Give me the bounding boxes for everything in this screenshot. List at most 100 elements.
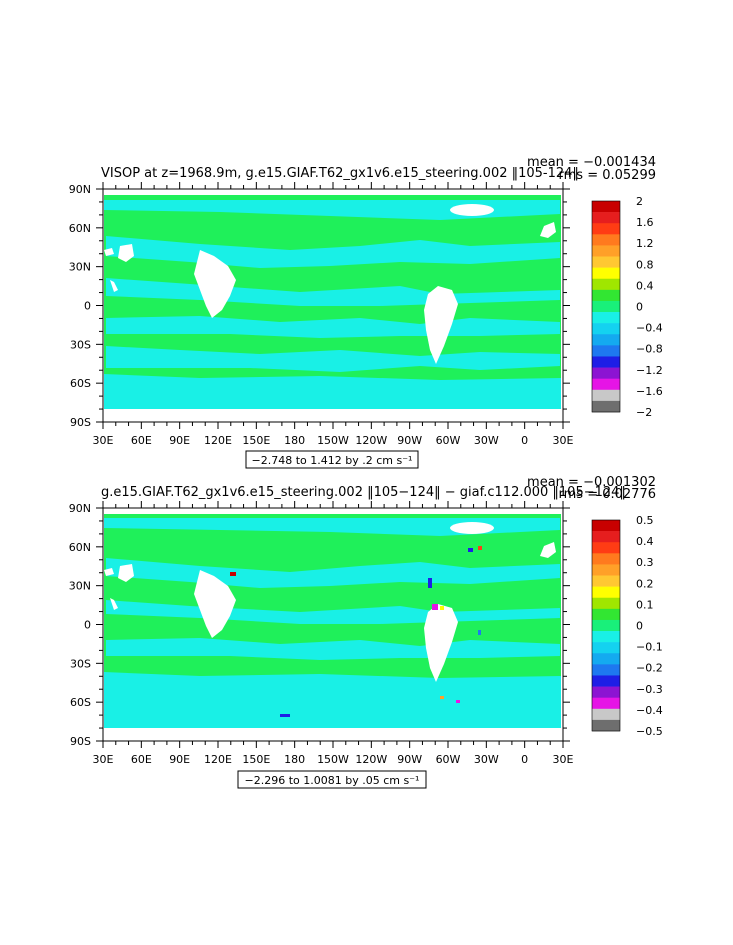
negative-band: [104, 672, 561, 728]
x-tick-marks: [102, 182, 564, 429]
x-tick-marks: [102, 501, 564, 748]
colorbar-swatch: [592, 367, 620, 379]
x-tick-label: 120W: [355, 753, 387, 766]
colorbar-label: 0.3: [636, 556, 654, 569]
negative-band: [104, 200, 560, 220]
colorbar-label: −0.3: [636, 683, 663, 696]
y-tick-label: 90S: [70, 735, 91, 748]
y-tick-label: 90S: [70, 416, 91, 429]
y-tick-label: 30N: [69, 580, 91, 593]
colorbar-label: −0.8: [636, 343, 663, 356]
colorbar-label: 0: [636, 620, 643, 633]
panel-2-title: g.e15.GIAF.T62_gx1v6.e15_steering.002 ‖1…: [101, 485, 626, 500]
colorbar-swatch: [592, 586, 620, 599]
colorbar-swatch: [592, 212, 620, 224]
landmass-greenland: [450, 204, 494, 216]
y-tick-label: 60S: [70, 696, 91, 709]
colorbar-label: −2: [636, 406, 652, 419]
y-tick-labels: 90N 60N 30N 0 30S 60S 90S: [69, 183, 91, 429]
landmass-greenland: [450, 522, 494, 534]
colorbar-swatch: [592, 400, 620, 413]
colorbar-label: 0.4: [636, 535, 654, 548]
colorbar-label: 1.6: [636, 216, 654, 229]
colorbar-swatch: [592, 531, 620, 543]
panel-1-range-label: −2.748 to 1.412 by .2 cm s⁻¹: [252, 454, 413, 467]
y-tick-label: 60N: [69, 222, 91, 235]
panel-2-range-box: [237, 770, 427, 789]
x-tick-label: 150E: [242, 753, 270, 766]
x-tick-label: 90W: [397, 753, 422, 766]
x-tick-label: 30E: [93, 434, 114, 447]
colorbar-swatch: [592, 323, 620, 335]
colorbar-swatch: [592, 267, 620, 280]
landmass-island-2: [104, 568, 114, 576]
colorbar-swatch: [592, 234, 620, 246]
x-tick-label: 30W: [474, 434, 499, 447]
colorbar-swatch: [592, 697, 620, 710]
colorbar-swatch: [592, 201, 620, 213]
panel-2-mean: mean = −0.001302: [527, 475, 656, 490]
colorbar-label: −0.4: [636, 704, 663, 717]
landmass-asia: [194, 250, 236, 318]
y-tick-label: 30S: [70, 338, 91, 351]
landmass-island-4: [540, 222, 556, 238]
panel-2-rms: rms = 0.02776: [559, 487, 656, 502]
x-tick-label: 60W: [436, 434, 461, 447]
colorbar-swatch: [592, 345, 620, 357]
colorbar-label: −0.5: [636, 725, 663, 738]
colorbar-swatch: [592, 708, 620, 721]
colorbar-swatch: [592, 564, 620, 576]
x-tick-labels: 30E 60E 90E 120E 150E 180 150W 120W 90W 60W 30W 0 30…: [93, 753, 574, 766]
colorbar-frame: [591, 519, 621, 732]
colorbar-swatch: [592, 520, 620, 532]
colorbar-swatch: [592, 542, 620, 554]
landmass-antarctica: [104, 409, 561, 421]
panel-1-mean: mean = −0.001434: [527, 155, 656, 170]
colorbar-label: 0: [636, 301, 643, 314]
colorbar-swatch: [592, 256, 620, 268]
colorbar-label: 0.4: [636, 279, 654, 292]
y-tick-label: 30N: [69, 261, 91, 274]
panel-1: VISOP at z=1968.9m, g.e15.GIAF.T62_gx1v6…: [69, 155, 663, 469]
colorbar-swatch: [592, 553, 620, 565]
panel-1-rms: rms = 0.05299: [559, 168, 656, 183]
colorbar-label: 0.2: [636, 577, 654, 590]
colorbar-swatch: [592, 278, 620, 291]
panel-1-map: 30E 60E 90E 120E 150E 180 150W 120W 90W 60W 30W 0 30…: [69, 182, 574, 447]
colorbar-label: −0.2: [636, 662, 663, 675]
x-tick-label: 0: [521, 434, 528, 447]
x-tick-label: 30E: [553, 434, 574, 447]
colorbar-frame: [591, 200, 621, 413]
colorbar-label: 0.8: [636, 258, 654, 271]
colorbar-swatch: [592, 575, 620, 587]
colorbar-swatch: [592, 289, 620, 302]
panel-2-colorbar: 0.5 0.4 0.3 0.2 0.1 0 −0.1 −0.2 −0.3 −0.4 −0.5: [591, 514, 663, 738]
colorbar-swatch: [592, 312, 620, 324]
x-tick-labels: 30E 60E 90E 120E 150E 180 150W 120W 90W 60W 30W 0 30…: [93, 434, 574, 447]
colorbar-label: −1.2: [636, 364, 663, 377]
x-tick-label: 60E: [131, 434, 152, 447]
x-tick-label: 30E: [93, 753, 114, 766]
panel-2-range-label: −2.296 to 1.0081 by .05 cm s⁻¹: [245, 774, 420, 787]
colorbar-swatch: [592, 686, 620, 698]
colorbar-swatch: [592, 378, 620, 391]
y-tick-marks: [96, 188, 570, 423]
colorbar-swatch: [592, 300, 620, 313]
y-tick-label: 60N: [69, 541, 91, 554]
colorbar-label: −0.4: [636, 322, 663, 335]
y-tick-label: 0: [84, 300, 91, 313]
colorbar-swatch: [592, 356, 620, 368]
colorbar-swatch: [592, 653, 620, 665]
anomaly-speckles: [230, 546, 482, 717]
y-tick-label: 0: [84, 619, 91, 632]
continents: [104, 522, 561, 740]
y-tick-label: 90N: [69, 502, 91, 515]
colorbar-label: −1.6: [636, 385, 663, 398]
x-tick-label: 180: [284, 434, 305, 447]
colorbar-swatch: [592, 608, 620, 621]
negative-band: [104, 374, 561, 409]
x-tick-label: 150W: [317, 434, 349, 447]
colorbar-label: 2: [636, 195, 643, 208]
colorbar-swatch: [592, 675, 620, 687]
